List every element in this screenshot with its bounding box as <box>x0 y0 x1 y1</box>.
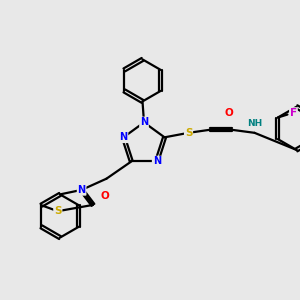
Text: N: N <box>119 132 128 142</box>
Text: F: F <box>290 108 297 118</box>
Text: S: S <box>185 128 192 138</box>
Text: O: O <box>225 108 233 118</box>
Text: N: N <box>153 157 161 166</box>
Text: N: N <box>250 119 259 129</box>
Text: NH: NH <box>247 119 262 128</box>
Text: N: N <box>77 185 86 195</box>
Text: N: N <box>140 117 148 128</box>
Text: S: S <box>54 206 62 216</box>
Text: O: O <box>100 191 109 201</box>
